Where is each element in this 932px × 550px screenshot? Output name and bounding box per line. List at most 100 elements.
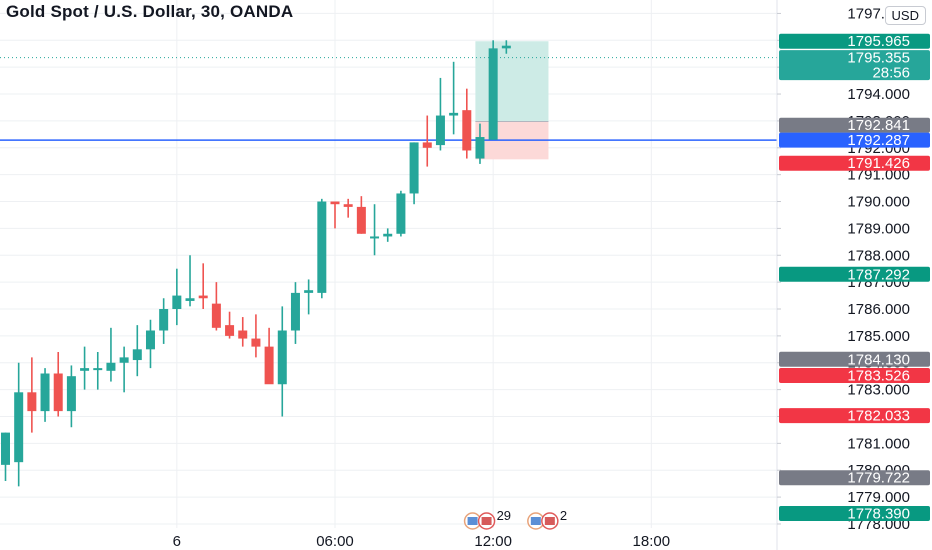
candle bbox=[317, 198, 327, 299]
candle bbox=[159, 298, 169, 344]
candle bbox=[185, 255, 195, 307]
price-label: 1791.426 bbox=[779, 155, 930, 172]
price-label-value: 1795.355 bbox=[847, 50, 910, 67]
candle bbox=[501, 40, 511, 54]
event-badge[interactable]: 2 bbox=[527, 508, 567, 530]
price-tick-label: 1790.000 bbox=[847, 194, 910, 211]
candle-body bbox=[211, 303, 221, 328]
price-label-value: 1792.287 bbox=[847, 132, 910, 149]
candle-body bbox=[277, 330, 287, 385]
price-label: 1779.722 bbox=[779, 470, 930, 487]
candle-body bbox=[66, 376, 76, 412]
candle bbox=[132, 325, 142, 377]
candle-body bbox=[53, 373, 63, 412]
price-label-box bbox=[779, 155, 930, 171]
chart-title: Gold Spot / U.S. Dollar, 30, OANDA bbox=[6, 2, 294, 21]
time-tick-label: 6 bbox=[173, 533, 181, 550]
candle bbox=[409, 142, 419, 205]
candle-body bbox=[304, 290, 314, 293]
price-label-value: 1783.526 bbox=[847, 367, 910, 384]
price-label-value: 1795.965 bbox=[847, 33, 910, 50]
candle bbox=[1, 432, 10, 481]
candle bbox=[251, 314, 261, 358]
flag-icon bbox=[467, 517, 478, 525]
candle-body bbox=[1, 432, 10, 465]
price-label-value: 1778.390 bbox=[847, 505, 910, 522]
candle-body bbox=[159, 309, 169, 331]
price-label-box bbox=[779, 132, 930, 148]
time-axis[interactable]: 6 06:00 12:00 18:00 bbox=[173, 533, 670, 550]
candle bbox=[488, 40, 498, 140]
candle bbox=[370, 204, 380, 256]
candle bbox=[145, 319, 155, 369]
price-label: 1784.130 bbox=[779, 351, 930, 368]
countdown-label: 28:56 bbox=[872, 65, 910, 82]
price-label-box bbox=[779, 50, 930, 81]
candle bbox=[475, 123, 485, 164]
candle-body bbox=[251, 338, 261, 347]
price-label: 1778.390 bbox=[779, 505, 930, 522]
target-zone bbox=[475, 41, 549, 122]
price-label-value: 1784.130 bbox=[847, 351, 910, 368]
candle-body bbox=[225, 325, 235, 336]
candle bbox=[383, 228, 393, 242]
candle-body bbox=[422, 142, 432, 148]
candle-body bbox=[40, 373, 50, 412]
candle bbox=[356, 196, 366, 234]
candle bbox=[53, 352, 63, 417]
grid bbox=[0, 0, 777, 528]
candle bbox=[264, 327, 274, 385]
candle-body bbox=[145, 330, 155, 350]
candle bbox=[304, 279, 314, 315]
position-tool[interactable] bbox=[475, 41, 549, 160]
price-label: 1792.841 bbox=[779, 117, 930, 134]
price-label-value: 1791.426 bbox=[847, 155, 910, 172]
candle-body bbox=[370, 236, 380, 239]
candle bbox=[225, 311, 235, 339]
price-tick-label: 1781.000 bbox=[847, 435, 910, 452]
candle bbox=[422, 115, 432, 167]
price-label: 1787.292 bbox=[779, 266, 930, 283]
candle-body bbox=[172, 295, 182, 310]
price-label-value: 1779.722 bbox=[847, 470, 910, 487]
price-tick-label: 1789.000 bbox=[847, 220, 910, 237]
candle-body bbox=[330, 201, 340, 205]
candle-body bbox=[475, 137, 485, 159]
price-tick-label: 1786.000 bbox=[847, 301, 910, 318]
price-label: 1792.287 bbox=[779, 132, 930, 149]
event-count: 29 bbox=[497, 508, 511, 523]
candle-body bbox=[409, 142, 419, 194]
candle bbox=[462, 88, 472, 159]
price-label: 1783.526 bbox=[779, 367, 930, 384]
price-label: 1782.033 bbox=[779, 408, 930, 425]
candle bbox=[106, 327, 116, 382]
candle bbox=[211, 282, 221, 331]
event-badge[interactable]: 29 bbox=[463, 508, 511, 530]
price-label: 1795.965 bbox=[779, 33, 930, 50]
candle bbox=[238, 317, 248, 347]
candle bbox=[172, 268, 182, 326]
event-badges[interactable]: 29 2 bbox=[463, 508, 567, 530]
candle-body bbox=[93, 368, 103, 371]
candle-body bbox=[119, 357, 129, 363]
event-count: 2 bbox=[560, 508, 567, 523]
candle-body bbox=[396, 193, 406, 234]
price-label-box bbox=[779, 266, 930, 282]
price-label-box bbox=[779, 117, 930, 133]
candle-body bbox=[27, 392, 37, 412]
candle bbox=[40, 368, 50, 422]
flag-icon bbox=[530, 517, 541, 525]
price-label-box bbox=[779, 505, 930, 521]
candle-body bbox=[449, 112, 459, 116]
price-tick-label: 1783.000 bbox=[847, 382, 910, 399]
currency-button[interactable]: USD bbox=[884, 6, 926, 25]
candle-body bbox=[435, 115, 445, 146]
candle bbox=[27, 357, 37, 433]
candle bbox=[119, 346, 129, 393]
candle-body bbox=[317, 201, 327, 293]
price-label-box bbox=[779, 367, 930, 383]
candle-body bbox=[462, 110, 472, 151]
